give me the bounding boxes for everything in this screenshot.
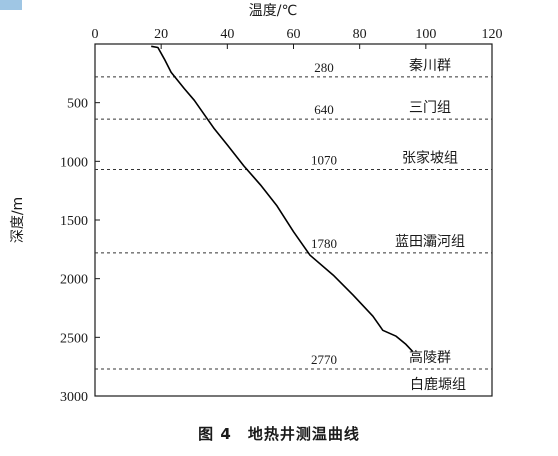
x-tick-label: 60 [287, 27, 301, 42]
x-tick-label: 20 [154, 27, 168, 42]
x-tick-label: 0 [92, 27, 99, 42]
x-axis-ticks: 0 20 40 60 80 100 120 [92, 27, 503, 49]
x-axis-title: 温度/℃ [249, 3, 297, 19]
plot-frame [94, 43, 493, 397]
x-tick-label: 120 [482, 27, 503, 42]
y-axis-ticks: 500 1000 1500 2000 2500 3000 [60, 97, 100, 405]
formation-label: 高陵群 [409, 349, 451, 366]
y-tick-label: 3000 [60, 390, 88, 405]
x-tick-label: 40 [220, 27, 234, 42]
formation-label: 张家坡组 [402, 150, 458, 167]
boundary-depth-label: 1070 [311, 153, 337, 168]
figure-caption: 图 4 地热井测温曲线 [198, 425, 360, 443]
boundary-depth-label: 640 [314, 102, 334, 117]
x-tick-label: 100 [415, 27, 436, 42]
y-tick-label: 2000 [60, 273, 88, 288]
boundary-depth-label: 2770 [311, 352, 337, 367]
formation-boundaries: 280 秦川群 640 三门组 1070 张家坡组 1780 蓝田灞河组 2770 高陵群 [95, 58, 492, 370]
y-tick-label: 1000 [60, 155, 88, 170]
temperature-curve [151, 45, 414, 352]
boundary-depth-label: 280 [314, 60, 334, 75]
formation-label-bottom: 白鹿塬组 [410, 376, 466, 393]
x-tick-label: 80 [353, 27, 367, 42]
boundary-depth-label: 1780 [311, 236, 337, 251]
y-tick-label: 2500 [60, 331, 88, 346]
temperature-depth-chart: 0 20 40 60 80 100 120 50010001500200025003000 … [10, 3, 503, 405]
y-tick-label: 500 [67, 97, 88, 112]
formation-label: 三门组 [409, 100, 451, 116]
y-tick-label: 1500 [60, 214, 88, 229]
y-axis-title: 深度/m [10, 197, 26, 243]
corner-tab [0, 0, 22, 10]
formation-label: 蓝田灞河组 [395, 234, 465, 250]
formation-label: 秦川群 [409, 58, 451, 74]
